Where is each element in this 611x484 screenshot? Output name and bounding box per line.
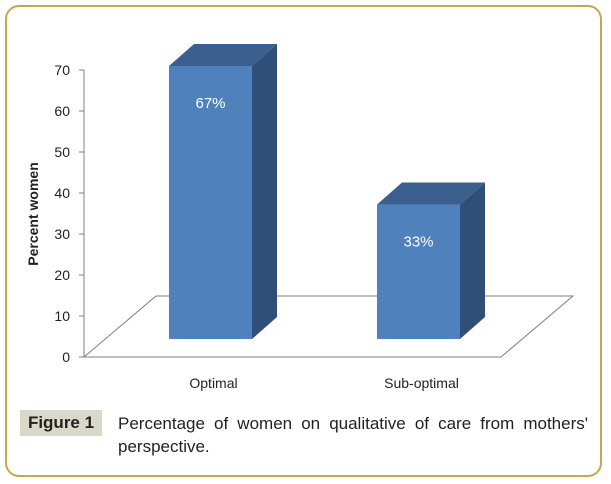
- floor-plane: [82, 295, 575, 358]
- y-tick-label: 50: [54, 144, 70, 160]
- bar-sub-optimal: 33%: [377, 182, 485, 339]
- bar-side-face: [252, 44, 277, 339]
- y-tick-label: 40: [54, 185, 70, 201]
- y-tick-label: 10: [54, 308, 70, 324]
- bar-front-face: [377, 204, 460, 339]
- data-label: 67%: [195, 95, 225, 112]
- bar-optimal: 67%: [169, 44, 277, 339]
- y-tick-label: 20: [54, 267, 70, 283]
- figure-frame: [5, 5, 602, 477]
- y-tick-labels: 0 10 20 30 40 50 60 70: [54, 62, 84, 365]
- x-tick-labels: Optimal Sub-optimal: [189, 375, 458, 391]
- y-axis-label: Percent women: [25, 162, 41, 265]
- y-tick-label: 70: [54, 62, 70, 78]
- x-tick-label: Sub-optimal: [384, 375, 459, 391]
- caption-text: Percentage of women on qualitative of ca…: [118, 414, 588, 456]
- y-tick-label: 30: [54, 226, 70, 242]
- chart-floor: [82, 295, 575, 358]
- x-tick-label: Optimal: [189, 375, 237, 391]
- bar-top-face: [377, 182, 485, 205]
- bar-front-face: [169, 66, 252, 339]
- y-tick-label: 60: [54, 103, 70, 119]
- bars: 67% 33%: [169, 44, 485, 339]
- figure-label: Figure 1: [20, 410, 102, 436]
- bar-chart: 0 10 20 30 40 50 60 70 67% 33% Optimal Sub-optima…: [25, 44, 575, 391]
- data-label: 33%: [403, 234, 433, 251]
- y-tick-label: 0: [62, 349, 70, 365]
- bar-side-face: [460, 182, 485, 339]
- bar-top-face: [169, 44, 277, 66]
